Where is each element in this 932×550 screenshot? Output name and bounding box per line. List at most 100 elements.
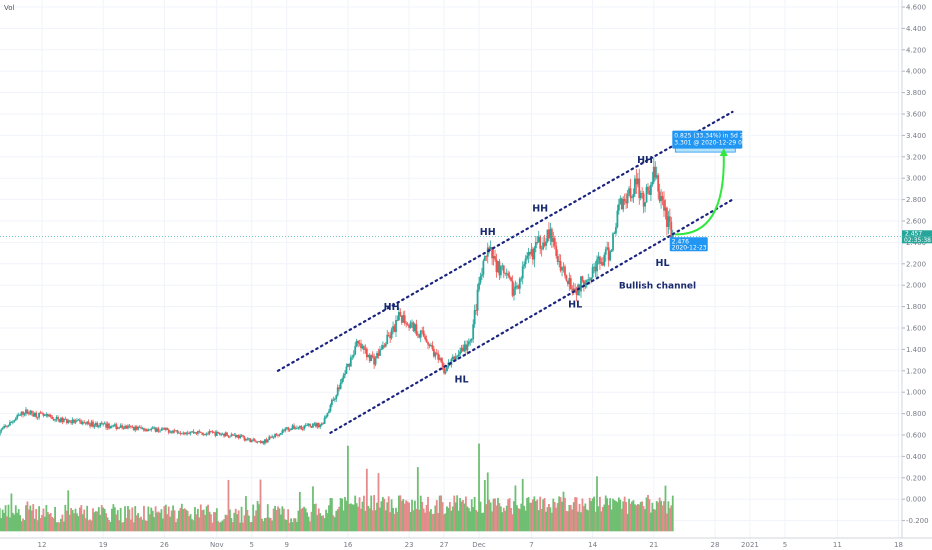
candle-body [466,344,469,351]
volume-bar [54,506,57,532]
volume-bar [456,495,459,532]
marker-label-box[interactable] [669,237,708,252]
volume-bar [218,522,221,532]
volume-bar [406,501,409,532]
annotation-hl[interactable]: HL [455,375,469,386]
volume-bar [176,518,179,532]
candle-body [220,434,223,436]
candle-body [536,242,539,243]
y-tick-label: 4.000 [906,68,926,76]
candle-body [201,432,204,435]
candle-body [259,441,262,443]
current-price-tag[interactable] [902,230,932,237]
candle-body [60,417,62,423]
channel-lower-line[interactable] [329,198,734,434]
volume-bar [617,497,620,532]
candle-body [330,399,333,405]
candle-body [534,242,537,249]
candle-body [173,430,176,432]
projection-label-box[interactable] [672,130,743,149]
volume-bar [478,443,480,532]
candle-body [178,432,180,434]
volume-bar [208,511,211,532]
candle-body [89,424,91,427]
candle-body [233,434,236,436]
candle-body [580,276,582,292]
volume-bar [546,507,549,532]
volume-bar [453,495,456,532]
candle-body [296,427,298,429]
annotation-hl[interactable]: HL [568,300,582,311]
annotation-bullish-channel[interactable]: Bullish channel [619,281,696,291]
candle-body [663,200,665,211]
volume-bar [510,508,512,532]
volume-bar [144,520,147,532]
volume-bar [81,514,84,532]
candle-body [224,432,227,437]
annotation-hl[interactable]: HL [656,258,670,269]
y-tick-label: 2.800 [906,196,926,204]
volume-bar [552,498,555,532]
candle-body [603,254,606,266]
candle-body [205,433,208,435]
volume-bar [383,498,386,532]
volume-bar [561,501,563,532]
candle-body [601,262,604,266]
candle-body [530,249,533,255]
candle-body [590,277,593,281]
channel-upper-line[interactable] [276,110,734,372]
candle-body [237,435,240,438]
volume-bar [658,497,661,532]
volume-bar [179,507,182,532]
volume-bar [467,508,470,532]
volume-bar [571,509,574,532]
candle-body [411,322,413,324]
volume-bar [6,516,8,532]
candle-body [498,261,501,276]
volume-bar [438,495,441,532]
countdown-tag[interactable] [902,236,932,244]
candle-body [397,312,400,321]
volume-bar [416,467,419,532]
volume-bar [141,519,144,532]
volume-bar [214,512,217,532]
volume-bar [657,502,660,532]
volume-bar [392,507,394,532]
candle-body [291,425,294,429]
candle-body [135,426,138,430]
candle-body [651,181,654,185]
candle-body [664,207,667,211]
candle-body [33,412,36,417]
candle-body [271,436,274,438]
time-axis-background[interactable] [0,538,932,550]
candle-body [421,330,424,332]
annotation-hh[interactable]: HH [384,302,400,313]
annotation-hh[interactable]: HH [637,155,653,166]
volume-bar [357,506,360,532]
current-price-label: 2.457 [905,230,922,237]
price-axis-background[interactable] [902,0,932,538]
candle-body [294,428,297,430]
candle-body [229,436,231,438]
candle-body [444,371,447,374]
volume-bar [556,503,559,532]
volume-bar [514,485,517,532]
candle-body [432,348,435,357]
candle-body [194,432,196,434]
candle-body [186,432,189,434]
volume-bar [61,514,64,532]
volume-bar [358,497,361,532]
candle-body [381,345,384,350]
candle-body [574,288,577,291]
annotation-hh[interactable]: HH [532,203,548,214]
candle-body [415,324,418,335]
candle-body [622,198,625,210]
annotation-hh[interactable]: HH [480,227,496,238]
y-tick-label: 2.200 [906,260,926,268]
volume-bar [138,517,141,532]
x-tick-label: 21 [649,541,658,549]
candle-body [20,411,23,415]
volume-bar [606,498,609,532]
volume-bar [521,478,524,532]
